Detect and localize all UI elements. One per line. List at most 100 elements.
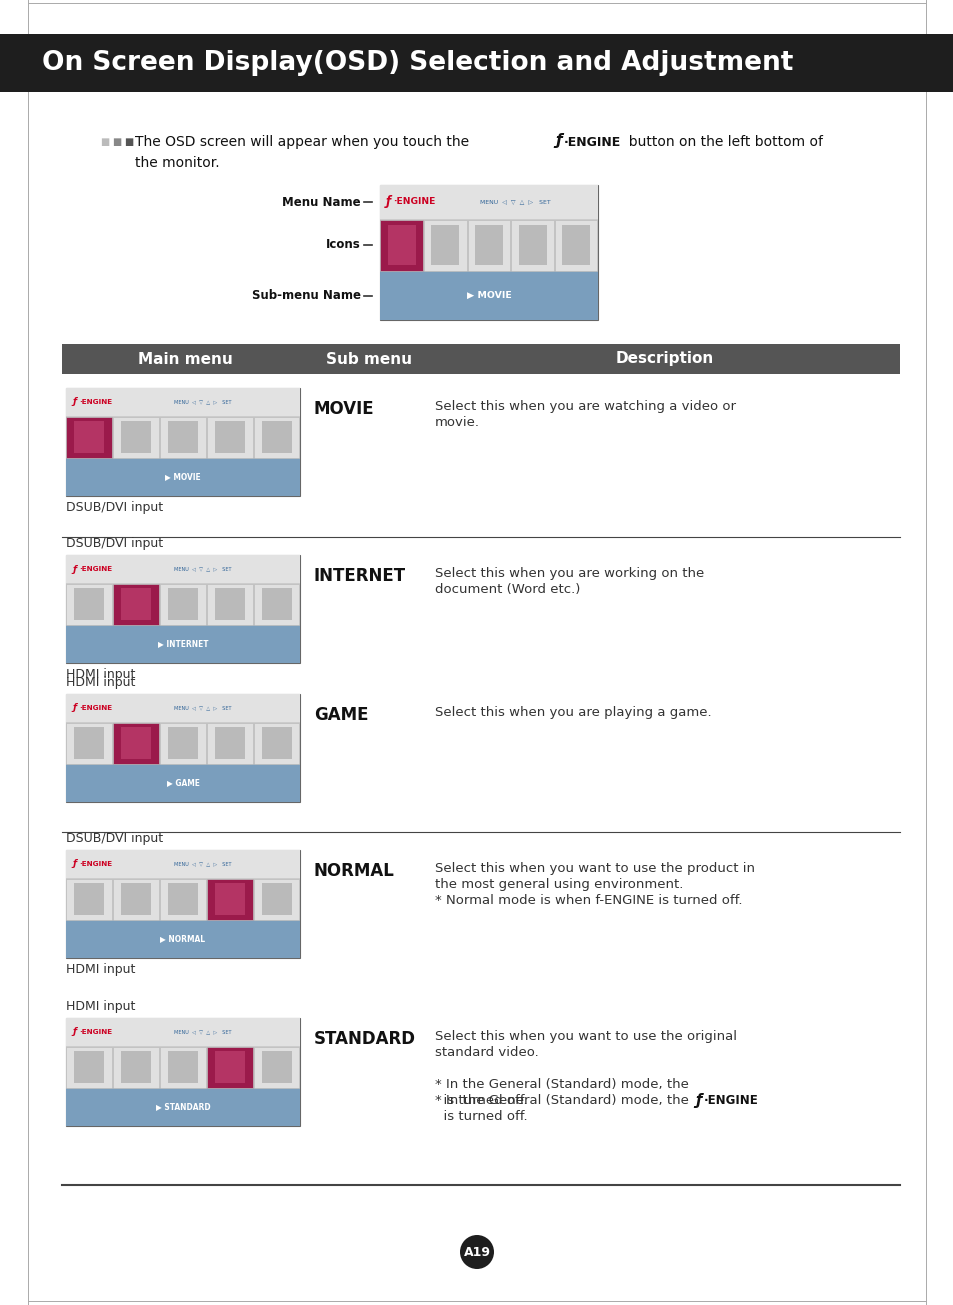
Bar [518, 226, 546, 265]
Bar [66, 555, 299, 583]
Text: ·ENGINE: ·ENGINE [79, 861, 112, 867]
Bar [66, 388, 299, 416]
Bar [168, 1051, 198, 1083]
Bar [511, 219, 554, 270]
Bar [113, 878, 159, 920]
Text: DSUB/DVI input: DSUB/DVI input [66, 501, 163, 514]
Bar [207, 416, 253, 458]
Bar [66, 1018, 299, 1047]
Bar [121, 727, 151, 760]
Text: ƒ: ƒ [555, 133, 561, 149]
Text: Sub-menu Name: Sub-menu Name [252, 288, 360, 301]
Text: movie.: movie. [435, 416, 479, 429]
Text: Icons: Icons [326, 239, 360, 252]
Bar [253, 1047, 299, 1087]
Text: Select this when you want to use the original: Select this when you want to use the ori… [435, 1030, 737, 1043]
Bar [379, 219, 598, 271]
Text: On Screen Display(OSD) Selection and Adjustment: On Screen Display(OSD) Selection and Adj… [42, 50, 793, 76]
Bar [113, 1047, 159, 1087]
Text: ·ENGINE: ·ENGINE [79, 1030, 112, 1035]
Bar [168, 727, 198, 760]
Text: INTERNET: INTERNET [314, 566, 406, 585]
Bar [253, 583, 299, 625]
Text: * In the General (Standard) mode, the: * In the General (Standard) mode, the [435, 1094, 693, 1107]
Bar [379, 271, 598, 320]
Bar [66, 694, 299, 803]
Bar [121, 1051, 151, 1083]
Bar [121, 422, 151, 453]
Text: ■: ■ [124, 137, 133, 147]
Bar [66, 722, 299, 763]
Text: The OSD screen will appear when you touch the: The OSD screen will appear when you touc… [135, 134, 469, 149]
Bar [214, 1051, 245, 1083]
Text: NORMAL: NORMAL [314, 863, 395, 880]
Text: HDMI input: HDMI input [66, 963, 135, 976]
Bar [74, 1051, 104, 1083]
Bar [561, 226, 590, 265]
Bar [424, 219, 466, 270]
Text: the most general using environment.: the most general using environment. [435, 878, 682, 891]
Text: ▶ INTERNET: ▶ INTERNET [157, 639, 208, 649]
Bar [121, 589, 151, 620]
Text: ■: ■ [112, 137, 121, 147]
Text: ƒ: ƒ [71, 565, 76, 573]
Text: STANDARD: STANDARD [314, 1030, 416, 1048]
Bar [160, 878, 206, 920]
Bar [66, 850, 299, 878]
Bar [261, 727, 292, 760]
Bar [431, 226, 459, 265]
Text: MENU  ◁  ▽  △  ▷   SET: MENU ◁ ▽ △ ▷ SET [479, 200, 550, 205]
Bar [62, 345, 899, 375]
Bar [66, 1018, 299, 1126]
Bar [475, 226, 502, 265]
Text: ƒ: ƒ [71, 398, 76, 406]
Bar [66, 850, 299, 958]
Text: HDMI input: HDMI input [66, 668, 135, 681]
Bar [388, 226, 416, 265]
Bar [207, 878, 253, 920]
Bar [261, 1051, 292, 1083]
Text: ·ENGINE: ·ENGINE [79, 705, 112, 711]
Text: Menu Name: Menu Name [282, 196, 360, 209]
Bar [160, 416, 206, 458]
Bar [261, 883, 292, 915]
Bar [379, 185, 598, 219]
Circle shape [459, 1235, 494, 1268]
Text: ·ENGINE: ·ENGINE [79, 399, 112, 405]
Bar [66, 555, 299, 663]
Text: is turned off.: is turned off. [435, 1111, 527, 1124]
Bar [67, 1047, 112, 1087]
Bar [168, 589, 198, 620]
Text: document (Word etc.): document (Word etc.) [435, 583, 579, 596]
Bar [66, 763, 299, 803]
Text: DSUB/DVI input: DSUB/DVI input [66, 536, 163, 549]
Text: ƒ: ƒ [386, 196, 391, 209]
Text: DSUB/DVI input: DSUB/DVI input [66, 833, 163, 846]
Bar [66, 583, 299, 625]
Text: is turned off.: is turned off. [435, 1094, 527, 1107]
Bar [66, 388, 299, 496]
Text: standard video.: standard video. [435, 1047, 538, 1058]
Text: ƒ: ƒ [71, 860, 76, 869]
Bar [261, 422, 292, 453]
Bar [113, 583, 159, 625]
Text: ƒ: ƒ [71, 1027, 76, 1036]
Bar [66, 878, 299, 920]
Text: GAME: GAME [314, 706, 368, 724]
Text: Select this when you are watching a video or: Select this when you are watching a vide… [435, 401, 735, 412]
Bar [168, 422, 198, 453]
Text: button on the left bottom of: button on the left bottom of [619, 134, 822, 149]
Bar [66, 458, 299, 496]
Bar [253, 878, 299, 920]
Bar [253, 723, 299, 763]
Text: ·ENGINE: ·ENGINE [703, 1094, 758, 1107]
Bar [207, 723, 253, 763]
Text: * In the General (Standard) mode, the: * In the General (Standard) mode, the [435, 1078, 688, 1091]
Text: Select this when you are working on the: Select this when you are working on the [435, 566, 703, 579]
Bar [66, 1088, 299, 1126]
Bar [67, 416, 112, 458]
Bar [67, 723, 112, 763]
Text: Sub menu: Sub menu [326, 351, 412, 367]
Text: ·ENGINE: ·ENGINE [563, 136, 620, 149]
Text: ƒ: ƒ [71, 703, 76, 713]
